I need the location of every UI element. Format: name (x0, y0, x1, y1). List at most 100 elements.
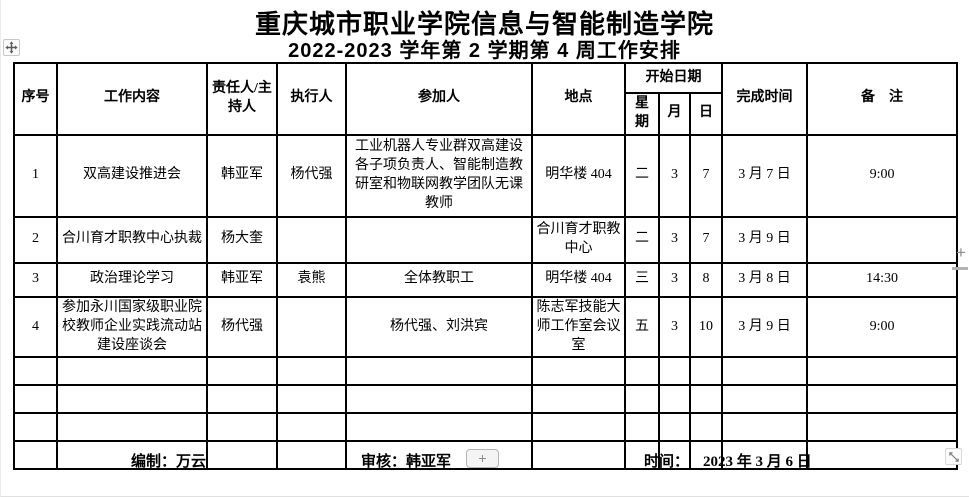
empty-cell[interactable] (806, 412, 959, 443)
empty-cell[interactable] (206, 440, 278, 471)
cell-executor[interactable] (276, 295, 347, 359)
empty-cell[interactable] (345, 384, 533, 415)
empty-cell[interactable] (806, 384, 959, 415)
empty-cell[interactable] (624, 412, 660, 443)
empty-cell[interactable] (13, 440, 58, 471)
empty-cell[interactable] (13, 356, 58, 387)
empty-cell[interactable] (721, 384, 809, 415)
header-weekday[interactable]: 星期 (624, 92, 660, 136)
cell-month[interactable]: 3 (658, 215, 691, 264)
cell-executor[interactable] (276, 215, 347, 264)
empty-cell[interactable] (806, 440, 959, 471)
empty-cell[interactable] (688, 440, 724, 471)
cell-location[interactable]: 合川育才职教中心 (531, 215, 626, 264)
empty-cell[interactable] (345, 412, 533, 443)
cell-finish-time[interactable]: 3 月 9 日 (721, 215, 809, 264)
cell-seq[interactable]: 2 (13, 215, 58, 264)
empty-cell[interactable] (276, 440, 347, 471)
cell-weekday[interactable]: 二 (624, 215, 660, 264)
cell-participants[interactable] (345, 215, 533, 264)
header-month[interactable]: 月 (658, 92, 691, 136)
empty-cell[interactable] (624, 356, 660, 387)
cell-month[interactable]: 3 (658, 261, 691, 298)
empty-cell[interactable] (688, 412, 724, 443)
cell-content[interactable]: 双高建设推进会 (56, 133, 208, 218)
cell-participants[interactable]: 工业机器人专业群双高建设各子项负责人、智能制造教研室和物联网教学团队无课教师 (345, 133, 533, 218)
empty-cell[interactable] (206, 356, 278, 387)
cell-finish-time[interactable]: 3 月 7 日 (721, 133, 809, 218)
header-day[interactable]: 日 (688, 92, 724, 136)
cell-remarks[interactable] (806, 215, 959, 264)
empty-cell[interactable] (721, 412, 809, 443)
cell-content[interactable]: 合川育才职教中心执裁 (56, 215, 208, 264)
empty-cell[interactable] (688, 356, 724, 387)
empty-cell[interactable] (56, 384, 208, 415)
header-executor[interactable]: 执行人 (276, 62, 347, 136)
cell-remarks[interactable]: 14:30 (806, 261, 959, 298)
empty-cell[interactable] (13, 384, 58, 415)
cell-responsible[interactable]: 韩亚军 (206, 261, 278, 298)
insert-row-plus-icon[interactable]: + (956, 243, 966, 262)
header-participants[interactable]: 参加人 (345, 62, 533, 136)
cell-day[interactable]: 7 (688, 133, 724, 218)
empty-cell[interactable] (531, 384, 626, 415)
empty-cell[interactable] (206, 384, 278, 415)
cell-day[interactable]: 10 (688, 295, 724, 359)
cell-location[interactable]: 明华楼 404 (531, 261, 626, 298)
add-button[interactable]: + (466, 449, 499, 468)
empty-cell[interactable] (721, 356, 809, 387)
table-resize-handle[interactable] (945, 448, 962, 465)
header-seq[interactable]: 序号 (13, 62, 58, 136)
cell-remarks[interactable]: 9:00 (806, 133, 959, 218)
cell-seq[interactable]: 4 (13, 295, 58, 359)
cell-location[interactable]: 陈志军技能大师工作室会议室 (531, 295, 626, 359)
empty-cell[interactable] (56, 356, 208, 387)
header-content[interactable]: 工作内容 (56, 62, 208, 136)
cell-location[interactable]: 明华楼 404 (531, 133, 626, 218)
empty-cell[interactable] (531, 440, 626, 471)
cell-participants[interactable]: 全体教职工 (345, 261, 533, 298)
header-finish-time[interactable]: 完成时间 (721, 62, 809, 136)
empty-cell[interactable] (688, 384, 724, 415)
cell-weekday[interactable]: 三 (624, 261, 660, 298)
empty-cell[interactable] (206, 412, 278, 443)
empty-cell[interactable] (276, 356, 347, 387)
cell-finish-time[interactable]: 3 月 8 日 (721, 261, 809, 298)
cell-responsible[interactable]: 杨大奎 (206, 215, 278, 264)
empty-cell[interactable] (531, 356, 626, 387)
empty-cell[interactable] (658, 356, 691, 387)
header-remarks[interactable]: 备 注 (806, 62, 959, 136)
cell-finish-time[interactable]: 3 月 9 日 (721, 295, 809, 359)
table-move-handle[interactable] (3, 39, 20, 56)
cell-executor[interactable]: 杨代强 (276, 133, 347, 218)
empty-cell[interactable] (276, 412, 347, 443)
cell-participants[interactable]: 杨代强、刘洪宾 (345, 295, 533, 359)
empty-cell[interactable] (658, 440, 691, 471)
cell-content[interactable]: 政治理论学习 (56, 261, 208, 298)
cell-responsible[interactable]: 杨代强 (206, 295, 278, 359)
empty-cell[interactable] (624, 440, 660, 471)
empty-cell[interactable] (276, 384, 347, 415)
cell-seq[interactable]: 1 (13, 133, 58, 218)
cell-weekday[interactable]: 五 (624, 295, 660, 359)
cell-seq[interactable]: 3 (13, 261, 58, 298)
empty-cell[interactable] (56, 440, 208, 471)
empty-cell[interactable] (345, 356, 533, 387)
empty-cell[interactable] (806, 356, 959, 387)
empty-cell[interactable] (531, 412, 626, 443)
empty-cell[interactable] (721, 440, 809, 471)
cell-day[interactable]: 8 (688, 261, 724, 298)
cell-weekday[interactable]: 二 (624, 133, 660, 218)
header-responsible[interactable]: 责任人/主持人 (206, 62, 278, 136)
cell-remarks[interactable]: 9:00 (806, 295, 959, 359)
empty-cell[interactable] (658, 412, 691, 443)
cell-month[interactable]: 3 (658, 295, 691, 359)
empty-cell[interactable] (13, 412, 58, 443)
cell-content[interactable]: 参加永川国家级职业院校教师企业实践流动站建设座谈会 (56, 295, 208, 359)
cell-responsible[interactable]: 韩亚军 (206, 133, 278, 218)
empty-cell[interactable] (345, 440, 533, 471)
header-location[interactable]: 地点 (531, 62, 626, 136)
cell-day[interactable]: 7 (688, 215, 724, 264)
cell-month[interactable]: 3 (658, 133, 691, 218)
header-start-date[interactable]: 开始日期 (623, 62, 724, 94)
